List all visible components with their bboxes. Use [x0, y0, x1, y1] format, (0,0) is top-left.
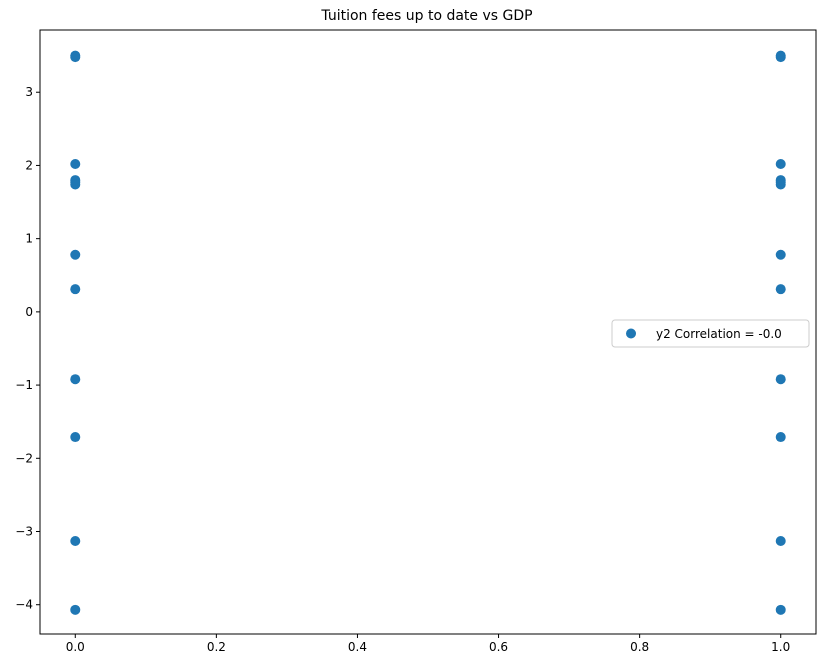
data-point: [775, 374, 786, 385]
data-point: [70, 284, 81, 295]
data-point: [70, 249, 81, 260]
data-points: [70, 50, 786, 615]
data-point: [70, 179, 81, 190]
x-tick-label: 0.6: [489, 640, 508, 654]
y-tick-label: −3: [15, 525, 33, 539]
data-point: [775, 158, 786, 169]
data-point: [775, 52, 786, 63]
data-point: [775, 179, 786, 190]
y-tick-label: 3: [25, 85, 33, 99]
data-point: [775, 536, 786, 547]
plot-area: [39, 29, 817, 635]
x-axis: 0.0 0.2 0.4 0.6 0.8 1.0: [66, 634, 790, 654]
data-point: [775, 249, 786, 260]
data-point: [70, 158, 81, 169]
y-tick-label: −1: [15, 378, 33, 392]
legend: y2 Correlation = -0.0: [611, 319, 810, 348]
data-point: [775, 432, 786, 443]
data-point: [775, 604, 786, 615]
y-tick-label: 0: [25, 305, 33, 319]
data-point: [775, 284, 786, 295]
data-point: [70, 536, 81, 547]
y-tick-label: −4: [15, 598, 33, 612]
x-tick-label: 0.8: [630, 640, 649, 654]
y-tick-label: −2: [15, 451, 33, 465]
x-tick-label: 0.4: [348, 640, 367, 654]
legend-marker: [626, 328, 636, 339]
chart-title: Tuition fees up to date vs GDP: [320, 8, 532, 24]
legend-box: [611, 319, 810, 348]
data-point: [70, 52, 81, 63]
x-tick-label: 0.0: [66, 640, 85, 654]
y-tick-label: 2: [25, 158, 33, 172]
legend-label: y2 Correlation = -0.0: [656, 327, 782, 341]
data-point: [70, 432, 81, 443]
x-tick-label: 1.0: [771, 640, 790, 654]
data-point: [70, 604, 81, 615]
y-tick-label: 1: [25, 232, 33, 246]
data-point: [70, 374, 81, 385]
y-axis: −4 −3 −2 −1 0 1 2 3: [15, 85, 40, 612]
x-tick-label: 0.2: [207, 640, 226, 654]
